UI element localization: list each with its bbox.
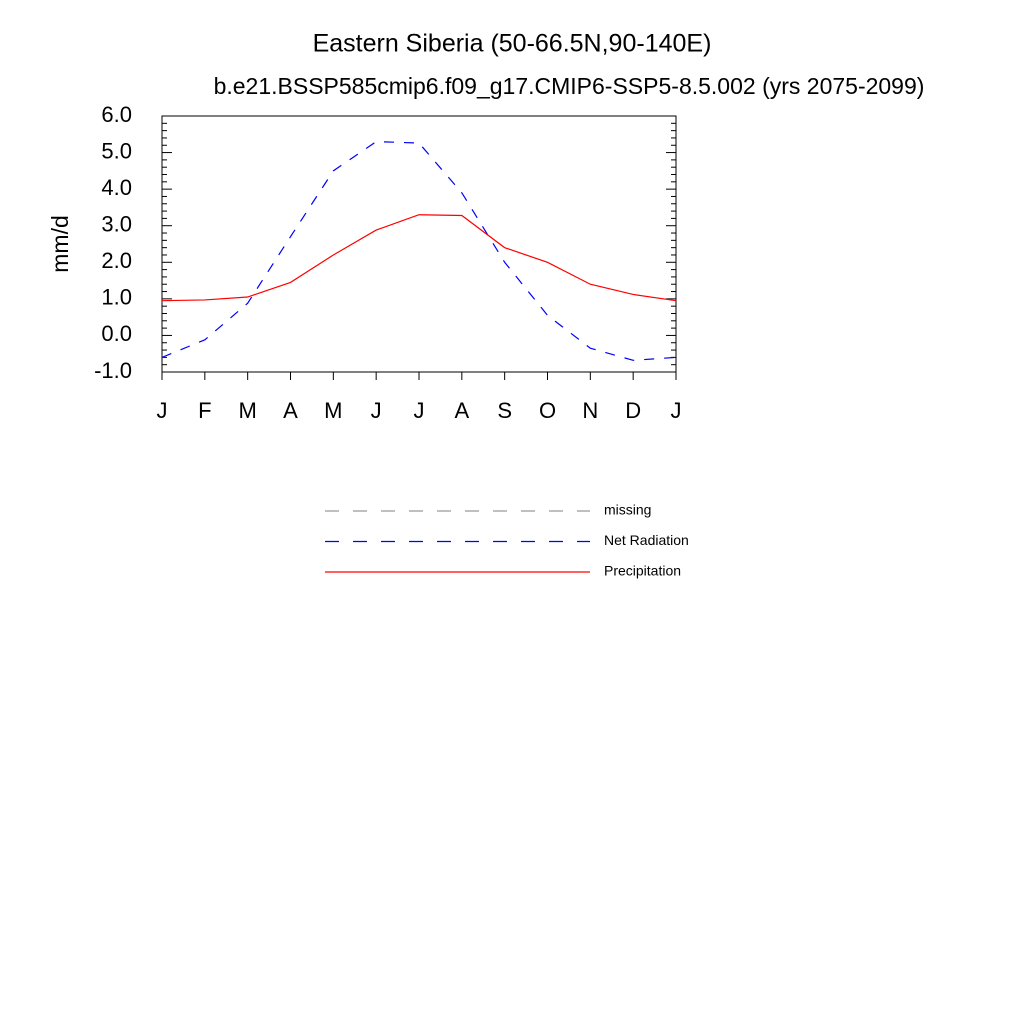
x-tick-label: A [454,398,469,423]
y-tick-label: -1.0 [94,358,132,383]
x-tick-label: J [414,398,425,423]
y-tick-label: 4.0 [101,175,132,200]
chart-subtitle: b.e21.BSSP585cmip6.f09_g17.CMIP6-SSP5-8.… [214,73,925,99]
x-tick-label: M [239,398,257,423]
legend-label: Precipitation [604,563,681,579]
y-tick-label: 6.0 [101,102,132,127]
x-tick-label: D [625,398,641,423]
y-tick-label: 1.0 [101,285,132,310]
x-tick-label: N [582,398,598,423]
x-tick-label: S [497,398,512,423]
y-tick-label: 2.0 [101,248,132,273]
y-tick-label: 3.0 [101,212,132,237]
x-tick-label: J [157,398,168,423]
y-axis-label: mm/d [47,215,73,273]
x-tick-label: F [198,398,211,423]
x-tick-label: M [324,398,342,423]
legend-label: Net Radiation [604,532,689,548]
y-tick-label: 0.0 [101,321,132,346]
y-tick-label: 5.0 [101,138,132,163]
x-tick-label: A [283,398,298,423]
x-tick-label: J [371,398,382,423]
x-tick-label: O [539,398,556,423]
x-tick-label: J [671,398,682,423]
data-line [161,140,677,361]
data-line [161,214,677,302]
chart-title: Eastern Siberia (50-66.5N,90-140E) [313,30,712,58]
legend-label: missing [604,502,651,518]
